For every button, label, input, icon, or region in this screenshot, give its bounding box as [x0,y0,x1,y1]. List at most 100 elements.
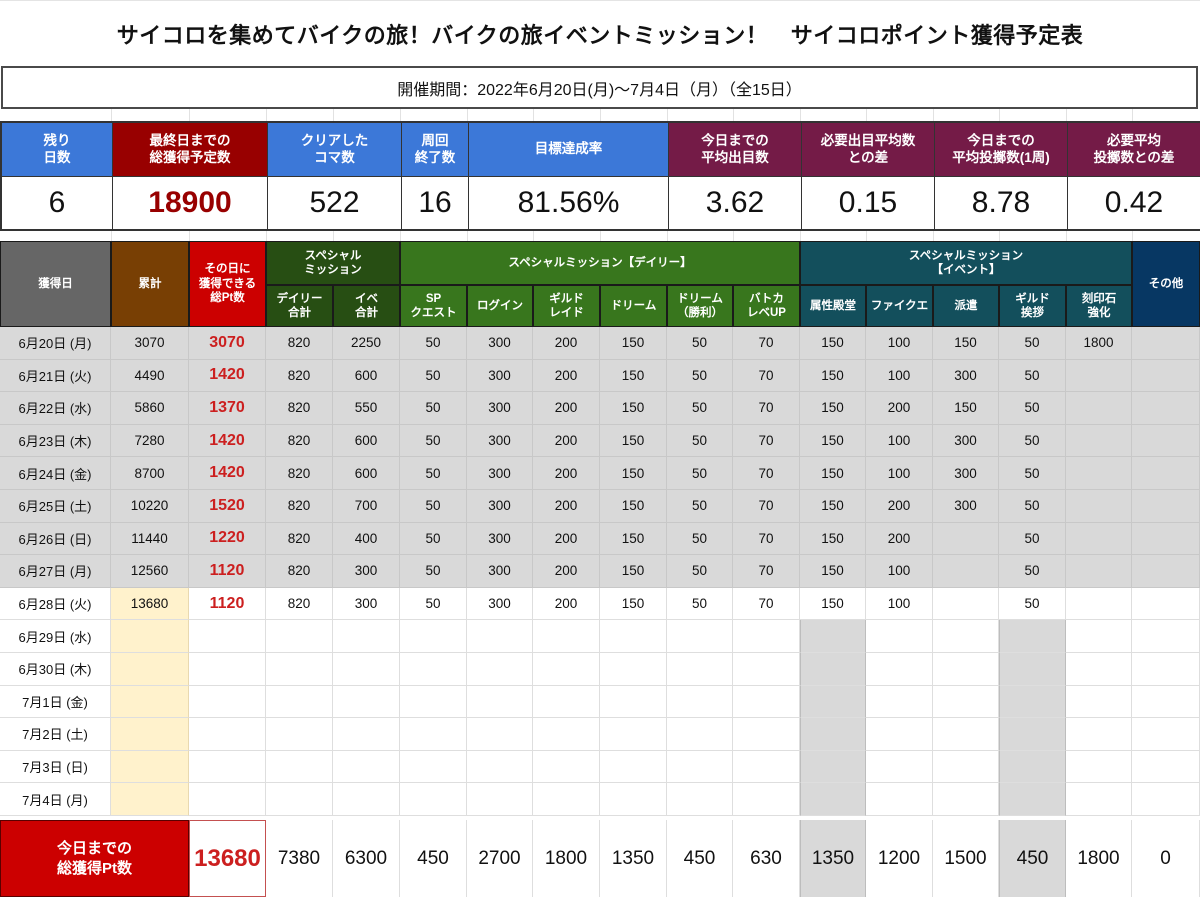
row-daily-points: 1420 [189,424,266,458]
table-row: 6月29日 (水) [0,620,1200,653]
kpi-value: 16 [402,177,468,229]
header-sub: ギルド レイド [533,285,600,327]
row-cell [400,685,467,719]
row-cell [400,750,467,784]
row-cell [1132,783,1200,816]
row-cell [999,783,1066,816]
kpi-value: 18900 [113,177,267,229]
row-cell: 50 [667,359,733,393]
kpi-card: 今日までの 平均出目数 3.62 [669,123,802,229]
row-cell: 300 [467,457,533,490]
row-cell: 300 [467,392,533,425]
row-cell: 820 [266,490,333,523]
kpi-label: クリアした コマ数 [268,123,401,177]
row-cell [467,620,533,653]
row-daily-points: 1220 [189,522,266,556]
row-date: 6月21日 (火) [0,359,111,393]
row-cell [1132,685,1200,719]
row-cell [1132,424,1200,458]
kpi-label: 残り 日数 [2,123,112,177]
row-cell [400,620,467,653]
row-cell: 150 [800,424,866,458]
kpi-value: 6 [2,177,112,229]
row-cell [1066,587,1132,621]
row-cell: 50 [400,522,467,556]
row-cell: 150 [600,587,667,621]
row-cell: 200 [866,490,933,523]
grid-gap [0,231,1200,243]
row-cell [866,685,933,719]
row-date: 6月25日 (土) [0,490,111,523]
row-cell [1066,359,1132,393]
row-cell [800,783,866,816]
row-cell [667,783,733,816]
row-cell [400,718,467,751]
row-cell: 150 [800,587,866,621]
row-cell: 820 [266,555,333,588]
row-cell: 200 [533,457,600,490]
row-cell [667,685,733,719]
kpi-card: クリアした コマ数 522 [268,123,402,229]
row-cell: 50 [667,327,733,360]
row-cell: 50 [667,490,733,523]
row-cell: 600 [333,359,400,393]
event-period: 開催期間：2022年6月20日(月)〜7月4日（月）（全15日） [1,66,1198,109]
row-daily-points: 1420 [189,457,266,490]
row-cell: 50 [667,392,733,425]
row-cell [667,653,733,686]
row-cell [999,750,1066,784]
row-cell: 820 [266,327,333,360]
row-date: 6月28日 (火) [0,587,111,621]
row-cell [1132,359,1200,393]
row-cell [933,555,999,588]
row-cell: 150 [800,457,866,490]
row-cumulative: 3070 [111,327,189,360]
row-cell: 300 [467,522,533,556]
row-cell: 820 [266,522,333,556]
row-cell: 50 [999,359,1066,393]
row-cell [933,522,999,556]
row-cell: 70 [733,392,800,425]
row-cell: 550 [333,392,400,425]
kpi-card: 最終日までの 総獲得予定数 18900 [113,123,268,229]
row-cell: 50 [999,587,1066,621]
kpi-value: 81.56% [469,177,668,229]
row-cell [1132,750,1200,784]
row-cell: 150 [800,522,866,556]
row-cell: 300 [467,359,533,393]
kpi-label: 今日までの 平均投擲数(1周) [935,123,1067,177]
row-cell: 820 [266,587,333,621]
row-cell [1132,653,1200,686]
row-cell: 50 [667,424,733,458]
table-row: 6月20日 (月) 3070 3070 820 2250 50 300 200 150 50 70 1… [0,327,1200,360]
row-cell: 100 [866,457,933,490]
row-date: 7月4日 (月) [0,783,111,816]
total-cell: 1200 [866,820,933,897]
row-cell [933,653,999,686]
kpi-card: 必要出目平均数 との差 0.15 [802,123,935,229]
total-cell: 450 [400,820,467,897]
row-cumulative [111,653,189,686]
row-date: 6月20日 (月) [0,327,111,360]
row-cell [266,718,333,751]
row-cell [733,750,800,784]
row-date: 6月26日 (日) [0,522,111,556]
row-cell: 820 [266,424,333,458]
total-cell: 450 [667,820,733,897]
kpi-panel: 残り 日数 6 最終日までの 総獲得予定数 18900 クリアした コマ数 522 周回 終… [0,121,1200,231]
row-cell [933,783,999,816]
row-cell: 150 [600,522,667,556]
row-cumulative: 7280 [111,424,189,458]
row-cell [1132,718,1200,751]
row-cell: 150 [800,359,866,393]
row-cell [733,620,800,653]
row-cell: 50 [400,457,467,490]
row-cell [333,718,400,751]
row-date: 7月1日 (金) [0,685,111,719]
header-group-event: スペシャルミッション 【イベント】 [800,241,1132,285]
row-daily-points [189,750,266,784]
row-cell [1132,490,1200,523]
row-daily-points: 1120 [189,555,266,588]
row-cell [333,750,400,784]
row-cell [533,685,600,719]
